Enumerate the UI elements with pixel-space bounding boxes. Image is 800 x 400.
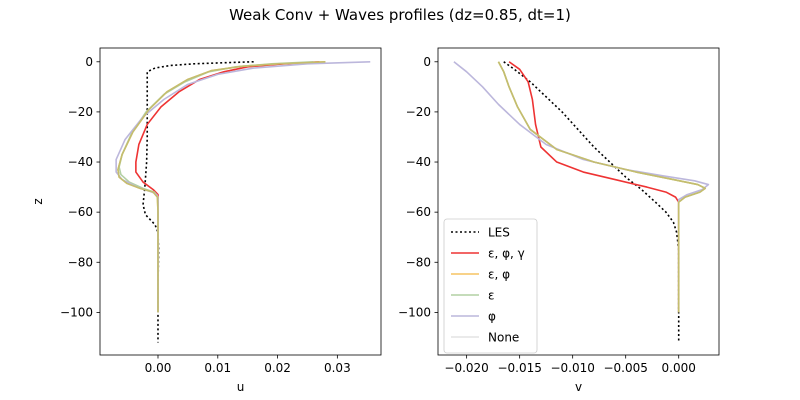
legend-entry: ε (488, 289, 495, 303)
series-line-series-4 (115, 60, 371, 313)
legend-entry: None (488, 331, 519, 345)
y-tick-label: −40 (406, 155, 431, 169)
x-axis-label: v (575, 380, 582, 394)
y-tick-label: −100 (60, 305, 93, 319)
x-axis-label: u (237, 380, 245, 394)
axes-frame (437, 47, 720, 356)
series-group (453, 61, 710, 343)
x-tick-label: 0.000 (662, 361, 696, 375)
legend-entry: ε, φ (488, 268, 510, 282)
u-profile-panel: 0.00 0.01 0.02 0.03 0 −20 −40 −60 −80 −100 u z (31, 47, 382, 394)
series-line-extra-6 (497, 61, 707, 313)
series-group (115, 60, 371, 343)
y-tick-label: −80 (406, 255, 431, 269)
x-tick-label: −0.015 (497, 361, 541, 375)
series-line-les (142, 60, 254, 343)
x-tick-label: 0.03 (324, 361, 351, 375)
y-tick-label: −20 (406, 105, 431, 119)
v-profile-panel: −0.020 −0.015 −0.010 −0.005 0.000 0 −20 −40 −60 −… (398, 47, 720, 394)
legend-entry: LES (488, 226, 510, 240)
x-tick-label: −0.005 (603, 361, 647, 375)
series-line-series-1 (508, 61, 680, 313)
series-line-les (503, 61, 680, 343)
x-tick-label: 0.02 (264, 361, 291, 375)
y-tick-label: 0 (85, 55, 93, 69)
y-tick-label: −40 (68, 155, 93, 169)
x-tick-label: 0.01 (204, 361, 231, 375)
x-tick-label: 0.00 (145, 361, 172, 375)
series-line-extra-6 (117, 60, 326, 313)
x-tick-label: −0.010 (550, 361, 594, 375)
y-tick-label: −100 (398, 305, 431, 319)
series-line-series-3 (118, 60, 314, 313)
y-tick-label: −60 (406, 205, 431, 219)
x-tick-label: −0.020 (444, 361, 488, 375)
legend-entry: ε, φ, γ (488, 247, 525, 261)
axes-frame (99, 47, 382, 356)
legend: LES ε, φ, γ ε, φ εφ None (443, 218, 538, 354)
series-line-series-4 (453, 61, 710, 313)
y-tick-label: −20 (68, 105, 93, 119)
figure-title: Weak Conv + Waves profiles (dz=0.85, dt=… (229, 6, 571, 24)
legend-entry: φ (488, 310, 496, 324)
y-tick-label: −60 (68, 205, 93, 219)
y-axis-label: z (31, 198, 45, 204)
y-tick-label: −80 (68, 255, 93, 269)
y-tick-label: 0 (423, 55, 431, 69)
